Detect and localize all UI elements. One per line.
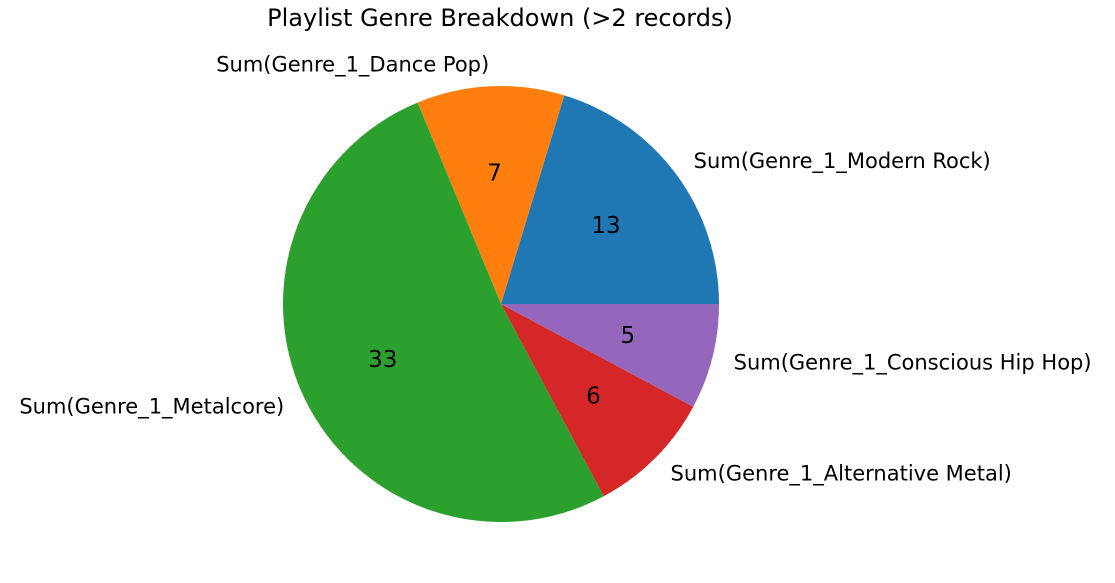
- slice-label-conscious-hip-hop: Sum(Genre_1_Conscious Hip Hop): [734, 350, 1092, 375]
- pie-value-labels: 13 7 33 6 5: [368, 160, 635, 409]
- pie-slice-modern-rock: [501, 95, 719, 304]
- pie-slice-metalcore: [283, 102, 604, 522]
- slice-value-alternative-metal: 6: [586, 383, 601, 409]
- slice-value-modern-rock: 13: [591, 213, 620, 239]
- slice-value-conscious-hip-hop: 5: [621, 323, 636, 349]
- chart-title: Playlist Genre Breakdown (>2 records): [267, 4, 733, 32]
- slice-label-dance-pop: Sum(Genre_1_Dance Pop): [216, 52, 489, 77]
- slice-value-metalcore: 33: [368, 347, 397, 373]
- slice-label-modern-rock: Sum(Genre_1_Modern Rock): [694, 149, 991, 174]
- pie-slice-dance-pop: [417, 86, 565, 304]
- pie-slices: [283, 86, 719, 522]
- slice-label-metalcore: Sum(Genre_1_Metalcore): [19, 395, 284, 420]
- pie-labels: Sum(Genre_1_Modern Rock) Sum(Genre_1_Danc…: [19, 52, 1091, 486]
- pie-slice-alternative-metal: [501, 304, 694, 497]
- slice-value-dance-pop: 7: [487, 160, 502, 186]
- pie-slice-conscious-hip-hop: [501, 304, 719, 407]
- slice-label-alternative-metal: Sum(Genre_1_Alternative Metal): [671, 462, 1012, 487]
